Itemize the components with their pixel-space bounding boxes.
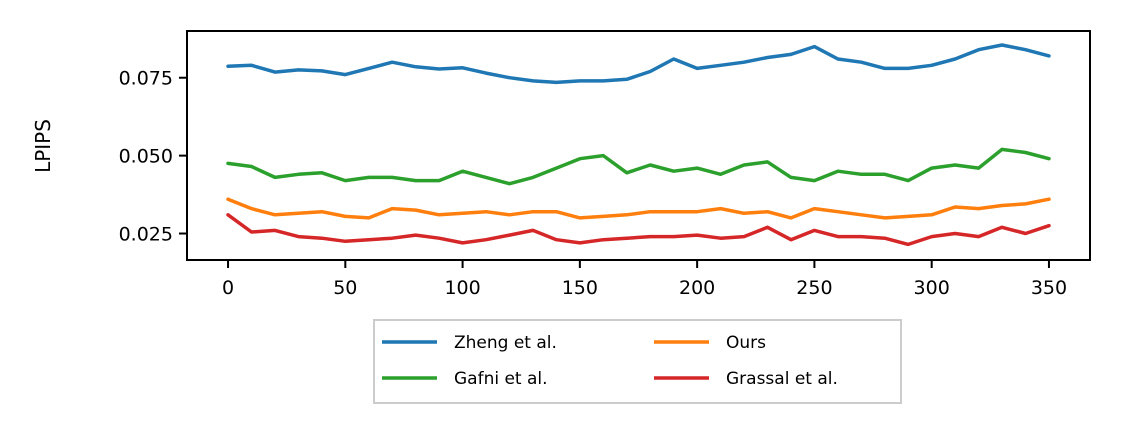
y-axis: 0.025 0.050 0.075 [119, 68, 187, 246]
x-tick-label: 350 [1031, 277, 1067, 299]
series-line-0 [226, 43, 1051, 85]
series-line-2 [226, 147, 1051, 186]
plot-frame [186, 30, 1091, 261]
series-line-1 [226, 197, 1051, 220]
y-tick-label: 0.050 [119, 146, 173, 168]
y-axis-title: LPIPS [31, 119, 55, 173]
x-tick-label: 50 [333, 277, 357, 299]
series-layer [226, 43, 1051, 247]
x-tick-label: 300 [914, 277, 950, 299]
legend-box [373, 319, 902, 404]
plot-area [187, 31, 1090, 260]
legend-label: Zheng et al. [454, 333, 557, 353]
x-axis: 0 50 100 150 200 250 300 350 [222, 260, 1067, 299]
x-tick-label: 150 [562, 277, 598, 299]
legend-label: Gafni et al. [454, 369, 548, 389]
x-tick-label: 100 [444, 277, 480, 299]
legend-label: Ours [726, 333, 766, 353]
legend-label: Grassal et al. [726, 369, 838, 389]
legend: Zheng et al. Ours Gafni et al. Grassal et a… [373, 319, 902, 404]
y-tick-label: 0.025 [119, 224, 173, 246]
y-tick-label: 0.075 [119, 68, 173, 90]
x-tick-label: 250 [796, 277, 832, 299]
series-line-3 [226, 213, 1051, 247]
x-tick-label: 200 [679, 277, 715, 299]
x-tick-label: 0 [222, 277, 234, 299]
